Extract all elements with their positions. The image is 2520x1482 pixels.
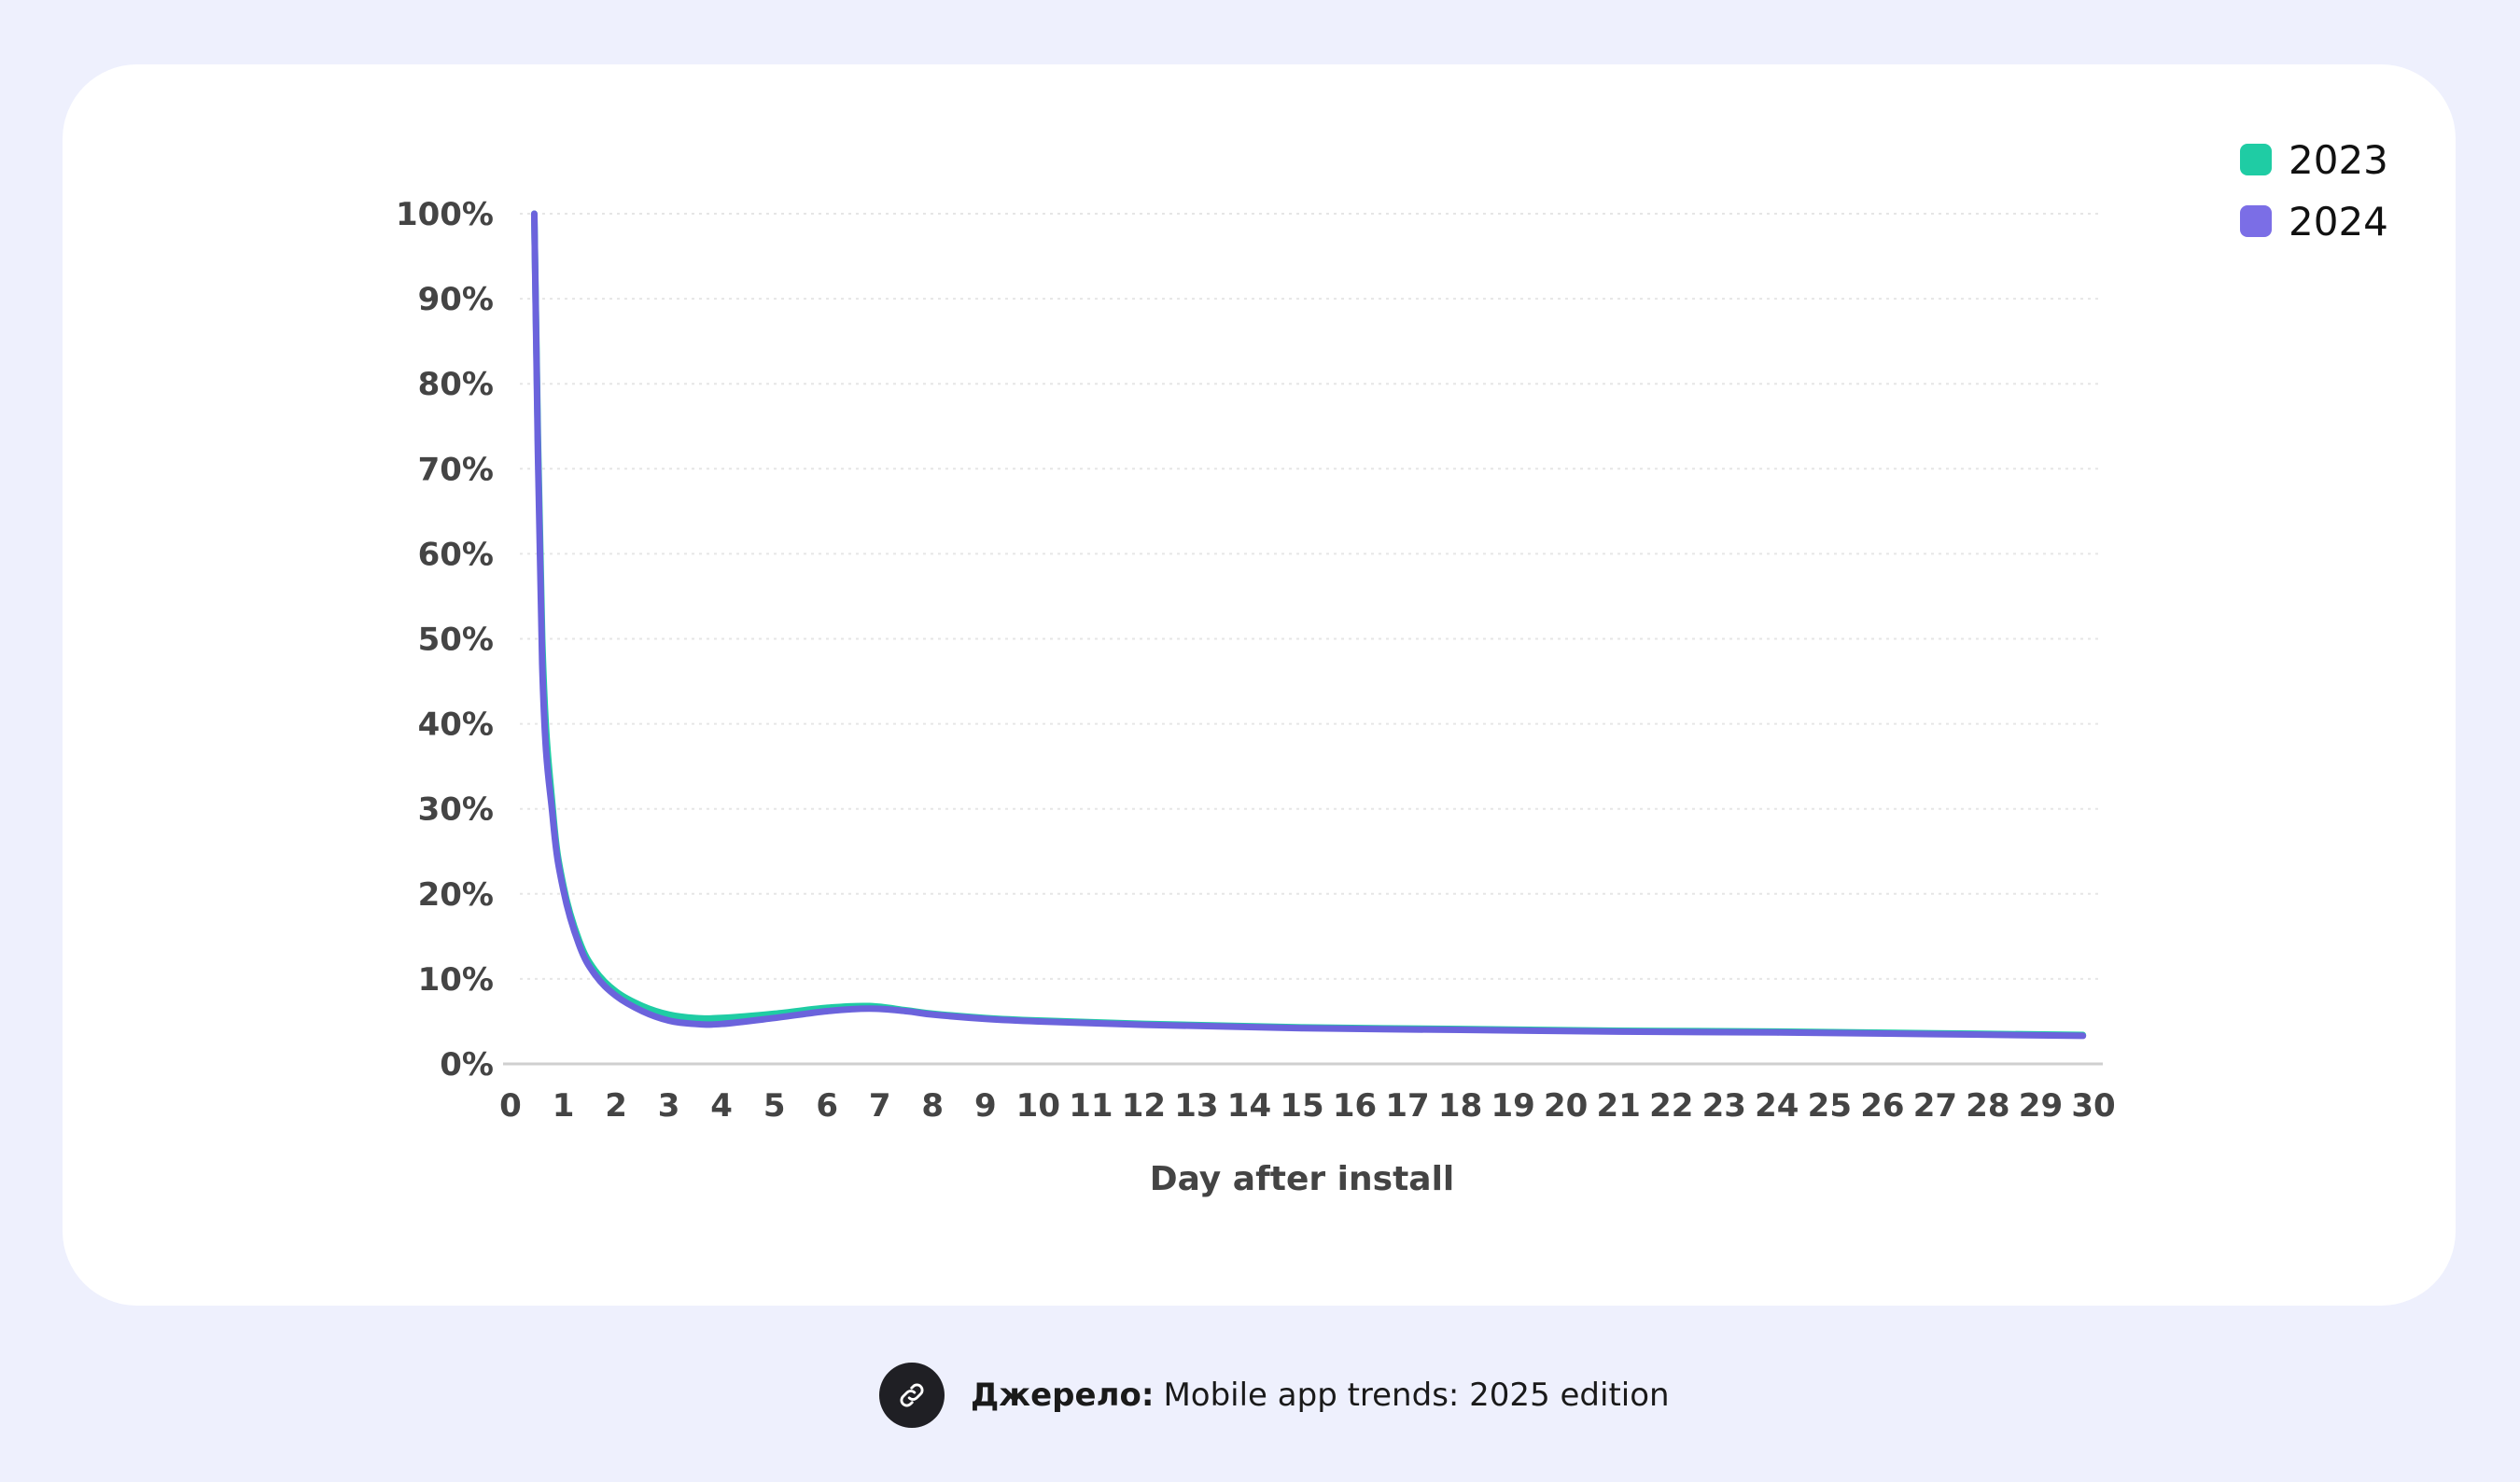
x-tick-label: 30 — [2071, 1087, 2115, 1125]
x-tick-label: 27 — [1913, 1087, 1957, 1125]
x-tick-label: 19 — [1491, 1087, 1534, 1125]
x-tick-label: 6 — [816, 1087, 838, 1125]
x-tick-label: 25 — [1808, 1087, 1852, 1125]
source-citation: Джерело: Mobile app trends: 2025 edition — [879, 1363, 1670, 1428]
y-tick-label: 90% — [418, 281, 494, 318]
y-tick-label: 10% — [418, 961, 494, 999]
y-tick-label: 30% — [418, 791, 494, 829]
x-tick-label: 17 — [1385, 1087, 1429, 1125]
series-line-2023 — [530, 210, 2087, 1039]
x-tick-label: 18 — [1438, 1087, 1482, 1125]
legend-swatch-2023 — [2240, 144, 2272, 175]
x-tick-label: 29 — [2019, 1087, 2063, 1125]
y-tick-label: 100% — [396, 196, 494, 233]
x-tick-label: 20 — [1544, 1087, 1588, 1125]
x-tick-label: 5 — [763, 1087, 786, 1125]
x-tick-label: 24 — [1755, 1087, 1799, 1125]
x-tick-label: 15 — [1280, 1087, 1323, 1125]
legend-item-2023: 2023 — [2240, 129, 2388, 190]
y-tick-label: 20% — [418, 876, 494, 914]
x-tick-label: 9 — [974, 1087, 997, 1125]
legend-item-2024: 2024 — [2240, 190, 2388, 252]
x-axis-title: Day after install — [1150, 1160, 1455, 1198]
y-tick-label: 80% — [418, 366, 494, 403]
y-tick-label: 70% — [418, 451, 494, 488]
x-tick-label: 4 — [710, 1087, 733, 1125]
x-tick-label: 11 — [1069, 1087, 1113, 1125]
x-tick-label: 7 — [869, 1087, 891, 1125]
x-tick-label: 26 — [1860, 1087, 1904, 1125]
link-icon[interactable] — [879, 1363, 945, 1428]
source-text[interactable]: Mobile app trends: 2025 edition — [1163, 1377, 1670, 1414]
retention-line-chart: 0%10%20%30%40%50%60%70%80%90%100%0 1 2 3 4 5 6… — [396, 196, 2116, 1198]
legend-label-2024: 2024 — [2289, 198, 2388, 245]
chart-card: 0% 10% 20% 30% 40% 50% 60% 70% 80% 90% 100% 0 1 2 3 4 5 6… — [63, 64, 2456, 1306]
y-tick-label: 50% — [418, 622, 494, 659]
y-tick-label: 60% — [418, 536, 494, 573]
series-line-2024 — [530, 210, 2087, 1040]
x-tick-label: 22 — [1649, 1087, 1693, 1125]
source-label: Джерело: — [971, 1377, 1155, 1414]
x-tick-label: 2 — [605, 1087, 627, 1125]
x-tick-label: 23 — [1702, 1087, 1746, 1125]
x-tick-label: 8 — [921, 1087, 944, 1125]
chart-legend: 2023 2024 — [2240, 129, 2388, 252]
x-tick-label: 3 — [658, 1087, 680, 1125]
x-tick-label: 16 — [1333, 1087, 1377, 1125]
x-tick-label: 28 — [1966, 1087, 2009, 1125]
x-tick-label: 21 — [1597, 1087, 1641, 1125]
x-tick-label: 13 — [1174, 1087, 1218, 1125]
legend-label-2023: 2023 — [2289, 136, 2388, 183]
x-tick-label: 10 — [1016, 1087, 1060, 1125]
x-tick-label: 0 — [499, 1087, 522, 1125]
x-tick-label: 14 — [1227, 1087, 1271, 1125]
x-tick-label: 12 — [1122, 1087, 1166, 1125]
y-tick-label: 40% — [418, 706, 494, 744]
x-tick-label: 1 — [553, 1087, 575, 1125]
legend-swatch-2024 — [2240, 205, 2272, 237]
y-tick-label: 0% — [440, 1046, 494, 1084]
